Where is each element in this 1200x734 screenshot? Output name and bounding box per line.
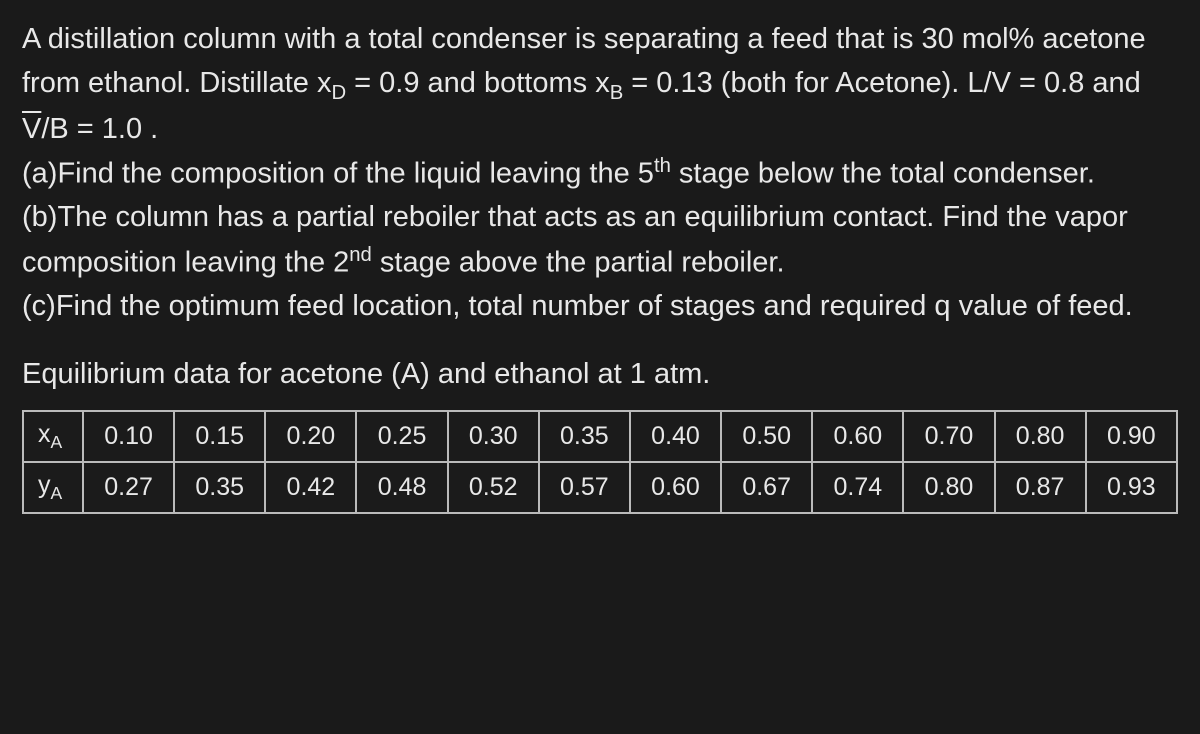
part-a-text: stage below the total condenser.: [671, 158, 1095, 190]
superscript-nd: nd: [349, 244, 372, 266]
table-cell: 0.60: [630, 462, 721, 513]
table-row: xA 0.10 0.15 0.20 0.25 0.30 0.35 0.40 0.…: [23, 411, 1177, 462]
table-cell: 0.10: [83, 411, 174, 462]
table-cell: 0.35: [174, 462, 265, 513]
table-cell: 0.42: [265, 462, 356, 513]
problem-statement: A distillation column with a total conde…: [22, 18, 1178, 329]
table-cell: 0.25: [356, 411, 447, 462]
table-cell: 0.40: [630, 411, 721, 462]
label-sub: A: [51, 483, 63, 503]
label-base: x: [38, 420, 51, 448]
table-cell: 0.93: [1086, 462, 1177, 513]
table-cell: 0.60: [812, 411, 903, 462]
label-base: y: [38, 471, 51, 499]
v-overbar: V: [22, 113, 41, 145]
table-cell: 0.80: [995, 411, 1086, 462]
table-cell: 0.57: [539, 462, 630, 513]
equilibrium-table: xA 0.10 0.15 0.20 0.25 0.30 0.35 0.40 0.…: [22, 410, 1178, 514]
table-cell: 0.87: [995, 462, 1086, 513]
table-cell: 0.27: [83, 462, 174, 513]
superscript-th: th: [654, 155, 671, 177]
table-cell: 0.52: [448, 462, 539, 513]
label-sub: A: [51, 432, 63, 452]
table-cell: 0.50: [721, 411, 812, 462]
text: /B = 1.0 .: [41, 113, 158, 145]
table-cell: 0.74: [812, 462, 903, 513]
row-header-xa: xA: [23, 411, 83, 462]
table-cell: 0.35: [539, 411, 630, 462]
table-cell: 0.80: [903, 462, 994, 513]
subscript-d: D: [331, 81, 346, 103]
table-cell: 0.15: [174, 411, 265, 462]
table-cell: 0.90: [1086, 411, 1177, 462]
part-b-text: stage above the partial reboiler.: [372, 247, 785, 279]
table-cell: 0.30: [448, 411, 539, 462]
text: = 0.9 and bottoms x: [346, 67, 610, 99]
part-a-text: (a)Find the composition of the liquid le…: [22, 158, 654, 190]
table-title: Equilibrium data for acetone (A) and eth…: [22, 353, 1178, 397]
text: = 0.13 (both for Acetone). L/V = 0.8 and: [623, 67, 1141, 99]
table-cell: 0.70: [903, 411, 994, 462]
table-cell: 0.20: [265, 411, 356, 462]
part-c-text: (c)Find the optimum feed location, total…: [22, 290, 1133, 322]
subscript-b: B: [610, 81, 624, 103]
table-row: yA 0.27 0.35 0.42 0.48 0.52 0.57 0.60 0.…: [23, 462, 1177, 513]
row-header-ya: yA: [23, 462, 83, 513]
table-cell: 0.48: [356, 462, 447, 513]
table-cell: 0.67: [721, 462, 812, 513]
